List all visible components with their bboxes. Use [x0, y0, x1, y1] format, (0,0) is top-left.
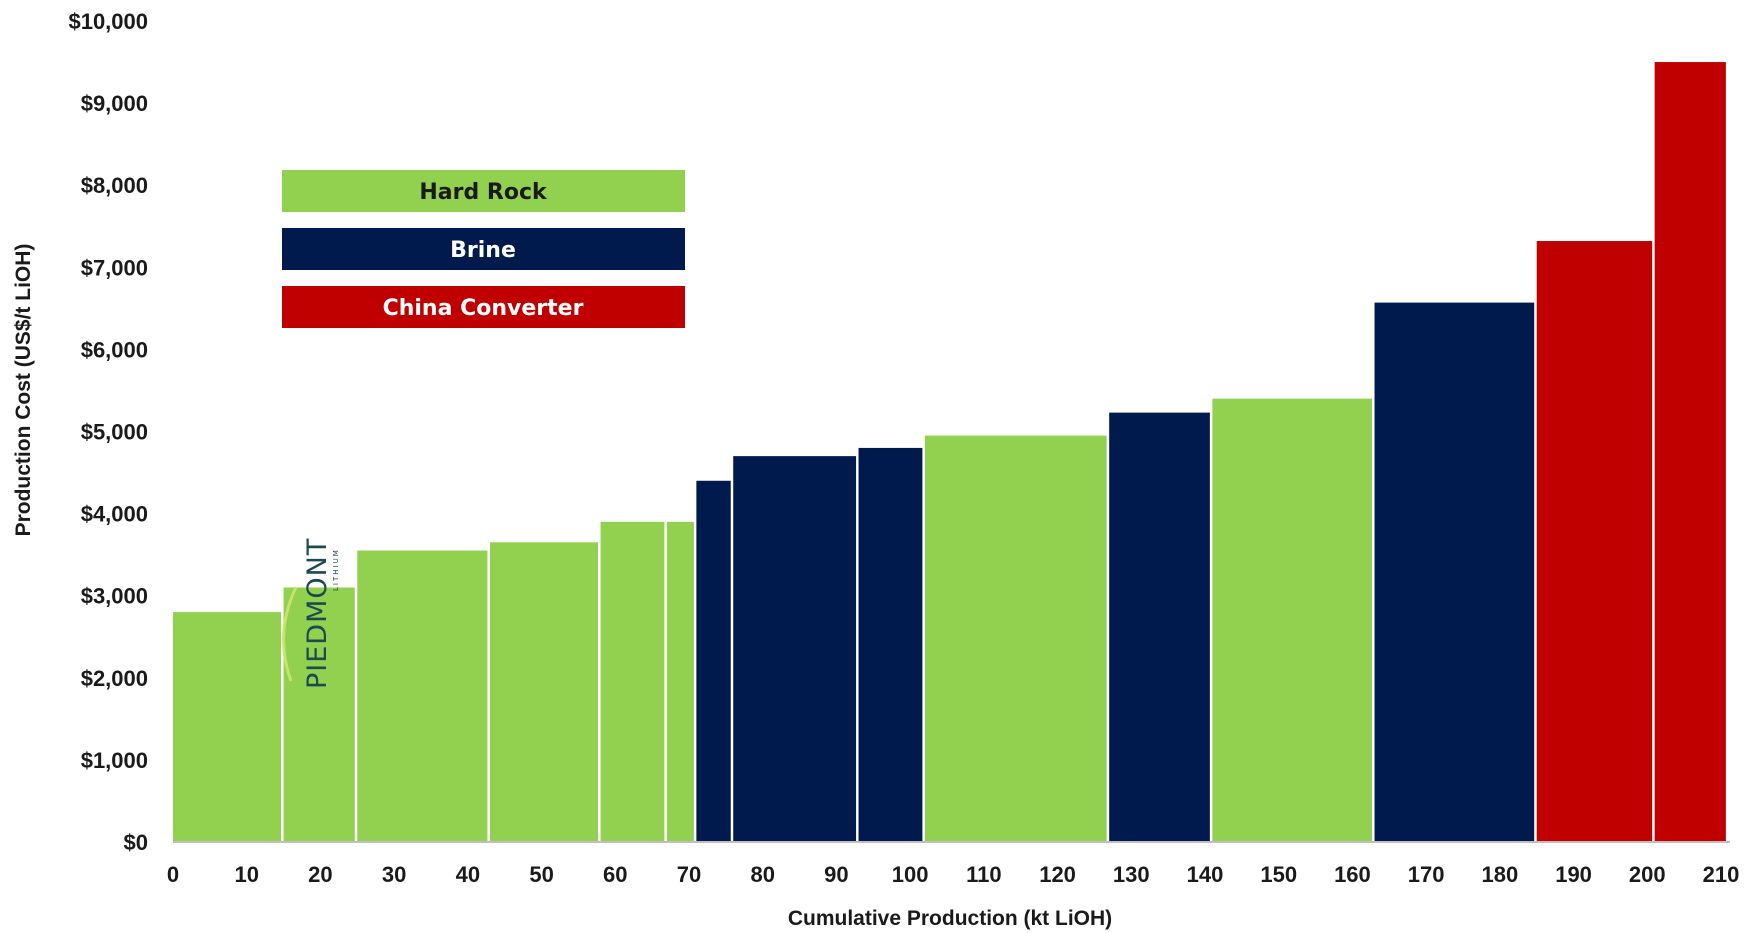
x-tick-label: 190	[1555, 862, 1592, 887]
cost-bar-10	[924, 435, 1107, 842]
cost-bar-7	[696, 480, 731, 842]
x-tick-label: 20	[308, 862, 332, 887]
logo-wordmark: PIEDMONT	[302, 538, 333, 689]
cost-bar-15	[1654, 62, 1726, 843]
x-axis-title: Cumulative Production (kt LiOH)	[788, 907, 1112, 930]
x-tick-label: 60	[603, 862, 627, 887]
y-tick-label: $2,000	[81, 666, 148, 691]
x-tick-label: 10	[234, 862, 258, 887]
bars-group	[173, 62, 1726, 843]
cost-bar-11	[1109, 412, 1210, 842]
x-tick-label: 50	[529, 862, 553, 887]
x-tick-label: 70	[677, 862, 701, 887]
logo-subtitle: LITHIUM	[332, 548, 340, 591]
y-tick-label: $3,000	[81, 584, 148, 609]
x-tick-label: 130	[1113, 862, 1150, 887]
cost-bar-5	[600, 521, 665, 842]
legend-swatch	[282, 170, 685, 212]
x-tick-label: 150	[1260, 862, 1297, 887]
x-tick-label: 90	[824, 862, 848, 887]
x-tick-label: 120	[1039, 862, 1076, 887]
logo-swoosh-icon	[282, 586, 298, 682]
x-tick-label: 210	[1703, 862, 1740, 887]
legend-label: Brine	[450, 238, 516, 263]
y-tick-label: $9,000	[81, 91, 148, 116]
y-tick-label: $6,000	[81, 337, 148, 362]
cost-bar-1	[173, 612, 282, 842]
y-tick-label: $5,000	[81, 420, 148, 445]
cost-bar-8	[733, 456, 857, 842]
cost-bar-13	[1374, 302, 1535, 842]
cost-bar-4	[489, 542, 599, 842]
cost-bar-14	[1536, 241, 1653, 842]
x-tick-label: 0	[167, 862, 179, 887]
legend-label: China Converter	[383, 296, 584, 321]
y-tick-label: $7,000	[81, 255, 148, 280]
cost-bar-6	[666, 521, 694, 842]
legend-swatch	[282, 286, 685, 328]
y-tick-label: $1,000	[81, 748, 148, 773]
x-tick-label: 180	[1481, 862, 1518, 887]
x-tick-label: 160	[1334, 862, 1371, 887]
x-tick-label: 200	[1629, 862, 1666, 887]
cost-bar-12	[1212, 398, 1373, 842]
x-tick-label: 140	[1187, 862, 1224, 887]
y-tick-label: $10,000	[68, 9, 148, 34]
legend-label: Hard Rock	[419, 180, 548, 205]
x-tick-label: 40	[456, 862, 480, 887]
cost-bar-3	[357, 550, 488, 842]
x-tick-label: 110	[966, 862, 1002, 887]
legend: Hard Rock Brine China Converter	[282, 170, 685, 328]
y-axis-ticks: $0 $1,000 $2,000 $3,000 $4,000 $5,000 $6,000 $7…	[68, 9, 148, 855]
x-tick-label: 30	[382, 862, 406, 887]
cost-bar-9	[858, 447, 923, 842]
x-tick-label: 100	[892, 862, 929, 887]
y-tick-label: $8,000	[81, 173, 148, 198]
x-tick-label: 170	[1408, 862, 1445, 887]
piedmont-logo: PIEDMONT LITHIUM	[282, 538, 340, 689]
cost-bar-2	[283, 587, 355, 842]
y-tick-label: $0	[124, 830, 148, 855]
y-tick-label: $4,000	[81, 502, 148, 527]
legend-swatch	[282, 228, 685, 270]
x-tick-label: 80	[750, 862, 774, 887]
x-axis-ticks: 0 10 20 30 40 50 60 70 80 90 100 110 120 130 140 150 160…	[167, 862, 1739, 887]
y-axis-title: Production Cost (US$/t LiOH)	[12, 244, 35, 537]
